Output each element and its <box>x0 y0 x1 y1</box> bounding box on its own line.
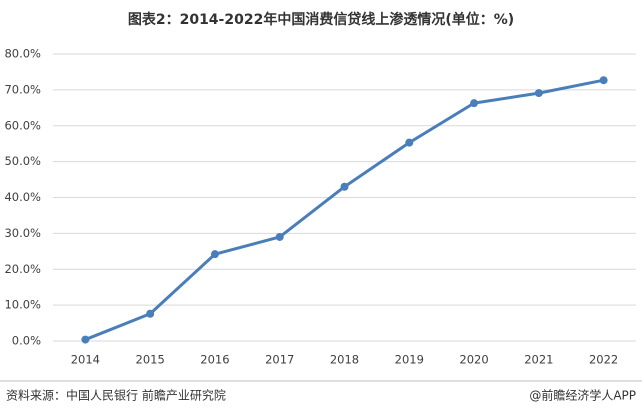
x-tick-label: 2016 <box>200 353 229 367</box>
y-tick-label: 30.0% <box>4 226 41 240</box>
x-tick-label: 2022 <box>589 353 618 367</box>
credit: @前瞻经济学人APP <box>529 388 636 403</box>
data-point <box>340 182 349 191</box>
data-point <box>275 232 284 241</box>
x-tick-label: 2019 <box>395 353 424 367</box>
x-tick-label: 2020 <box>459 353 488 367</box>
x-tick-label: 2021 <box>524 353 553 367</box>
data-point <box>534 89 543 98</box>
data-point <box>599 76 608 85</box>
y-tick-label: 80.0% <box>4 47 41 61</box>
x-tick-label: 2015 <box>136 353 165 367</box>
y-tick-label: 10.0% <box>4 298 41 312</box>
data-point <box>210 250 219 259</box>
y-tick-label: 70.0% <box>4 82 41 96</box>
data-point <box>470 99 479 108</box>
source-note: 资料来源：中国人民银行 前瞻产业研究院 <box>6 388 226 403</box>
x-tick-label: 2017 <box>265 353 294 367</box>
y-tick-label: 20.0% <box>4 262 41 276</box>
y-tick-label: 60.0% <box>4 118 41 132</box>
chart-title: 图表2：2014-2022年中国消费信贷线上渗透情况(单位：%) <box>128 11 514 28</box>
x-tick-label: 2014 <box>71 353 100 367</box>
y-tick-label: 50.0% <box>4 154 41 168</box>
data-point <box>146 309 155 318</box>
y-tick-label: 0.0% <box>12 334 41 348</box>
x-tick-label: 2018 <box>330 353 359 367</box>
data-point <box>405 138 414 147</box>
y-tick-label: 40.0% <box>4 190 41 204</box>
data-point <box>81 335 90 344</box>
